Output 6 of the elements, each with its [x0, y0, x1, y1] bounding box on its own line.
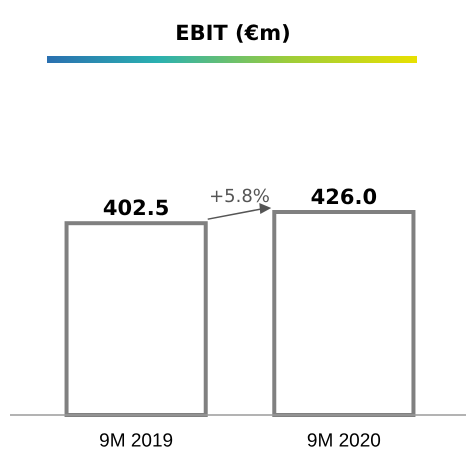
x-tick-label: 9M 2019: [99, 430, 174, 452]
text: +5.8%: [209, 186, 270, 207]
chart-title: EBIT (€m): [175, 21, 291, 45]
data-label: 402.5: [102, 196, 170, 220]
x-tick-label: 9M 2020: [306, 430, 381, 452]
data-label: 426.0: [310, 185, 378, 209]
